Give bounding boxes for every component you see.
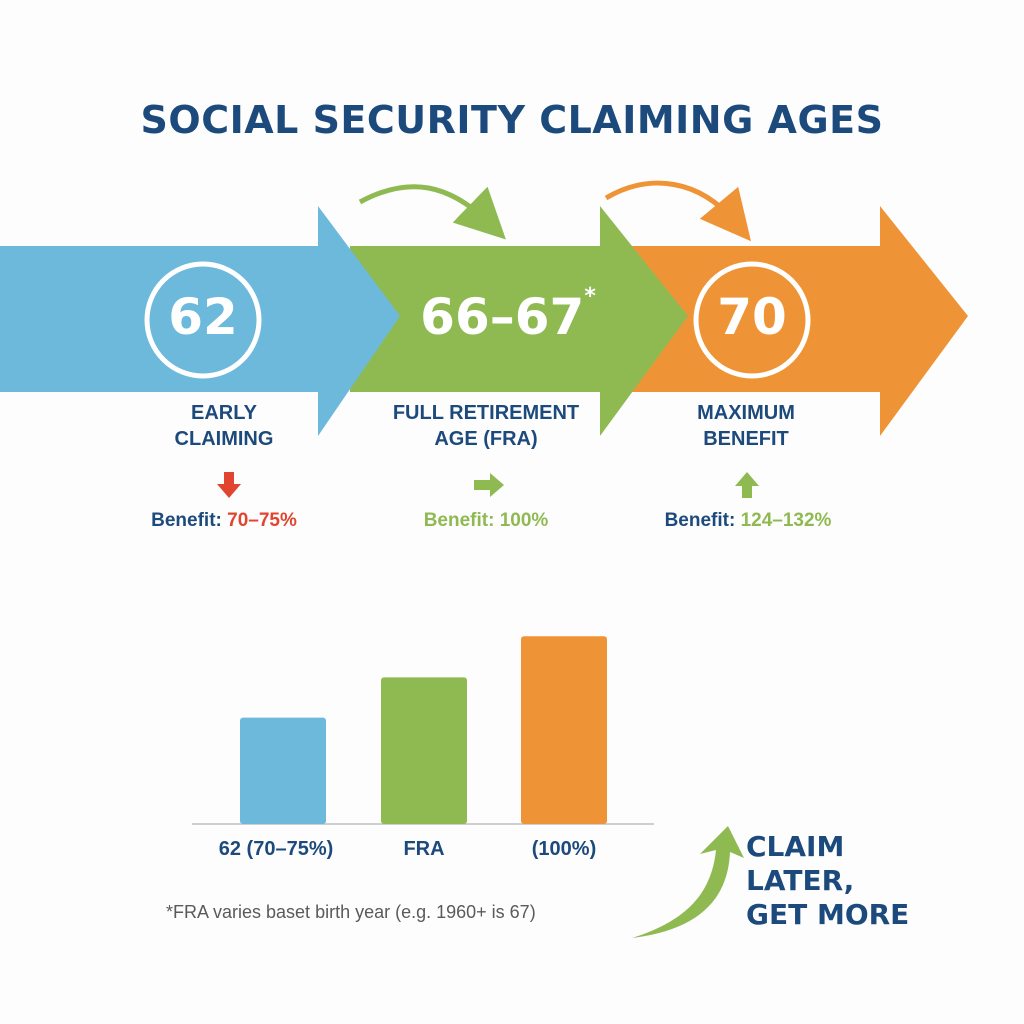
arrow-right-icon [474,473,504,497]
chart-title: SOCIAL SECURITY CLAIMING AGES [140,98,884,142]
cta-text: CLAIM LATER, GET MORE [746,830,910,931]
arrow-stage-2 [350,206,688,436]
age-70-label: 70 [717,288,787,346]
age-62-label: 62 [168,288,238,346]
benefit-maximum: Benefit: 124–132% [664,510,832,531]
bar-3 [521,636,607,824]
arrow-up-icon [735,472,759,498]
arrow-stage-1 [0,206,400,436]
tick-label: FRA [403,838,445,860]
age-circle [693,261,811,379]
swoosh-up-arrow-icon [632,826,744,938]
stage-label-fra: FULL RETIREMENT AGE (FRA) [392,402,580,450]
arrow-stage-3 [620,206,968,436]
tick-label: 62 (70–75%) [218,838,334,860]
benefit-early: Benefit: 70–75% [151,510,297,531]
tick-label: (100%) [531,838,597,860]
stage-label-maximum: MAXIMUM BENEFIT [697,402,795,450]
bar-1 [240,717,326,824]
benefit-bar-chart [192,636,654,825]
stage-label-early: EARLY CLAIMING [174,402,274,450]
fra-footnote-mark: * [584,284,596,309]
curved-arrow-icon [358,184,506,240]
age-fra-label: 66–67* [420,284,596,346]
age-circle [144,261,262,379]
benefit-fra: Benefit: 100% [423,510,549,531]
bar-2 [381,677,467,824]
arrow-down-icon [217,472,241,498]
curved-arrow-icon [604,180,752,242]
footnote: *FRA varies baset birth year (e.g. 1960+… [166,902,536,922]
claiming-age-arrows [0,180,968,436]
